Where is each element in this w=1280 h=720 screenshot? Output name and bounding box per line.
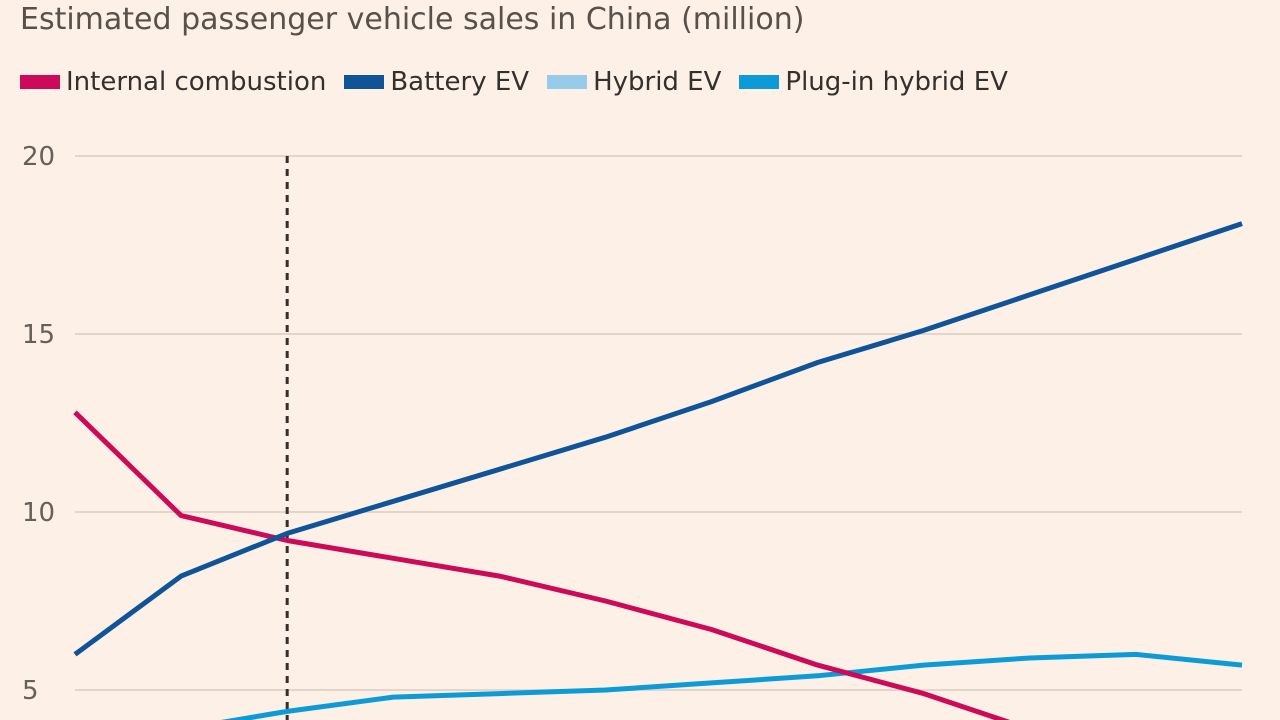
legend-label-internal-combustion: Internal combustion bbox=[66, 67, 327, 97]
series-line-battery-ev bbox=[73, 221, 1243, 657]
legend-item-hybrid-ev: Hybrid EV bbox=[547, 67, 721, 97]
legend-swatch-plug-in-hybrid-ev bbox=[739, 75, 780, 89]
chart-title: Estimated passenger vehicle sales in Chi… bbox=[20, 2, 805, 37]
y-axis-ticks: 5 10 15 20 bbox=[22, 142, 55, 706]
y-tick-label-5: 5 bbox=[22, 676, 39, 706]
legend: Internal combustion Battery EV Hybrid EV… bbox=[20, 64, 1026, 100]
series-line-plug-in-hybrid-ev bbox=[220, 651, 1243, 720]
legend-label-plug-in-hybrid-ev: Plug-in hybrid EV bbox=[785, 67, 1008, 97]
legend-swatch-internal-combustion bbox=[20, 75, 60, 89]
y-tick-label-20: 20 bbox=[22, 142, 55, 172]
series-lines bbox=[73, 221, 1243, 720]
legend-swatch-battery-ev bbox=[344, 75, 385, 89]
legend-item-battery-ev: Battery EV bbox=[344, 67, 529, 97]
y-tick-label-15: 15 bbox=[22, 320, 55, 350]
legend-item-plug-in-hybrid-ev: Plug-in hybrid EV bbox=[739, 67, 1008, 97]
legend-item-internal-combustion: Internal combustion bbox=[20, 67, 326, 97]
legend-label-battery-ev: Battery EV bbox=[390, 67, 530, 97]
y-tick-label-10: 10 bbox=[22, 498, 55, 528]
legend-swatch-hybrid-ev bbox=[547, 75, 588, 89]
gridlines bbox=[75, 155, 1242, 691]
legend-label-hybrid-ev: Hybrid EV bbox=[593, 67, 722, 97]
series-line-internal-combustion bbox=[73, 410, 1011, 720]
